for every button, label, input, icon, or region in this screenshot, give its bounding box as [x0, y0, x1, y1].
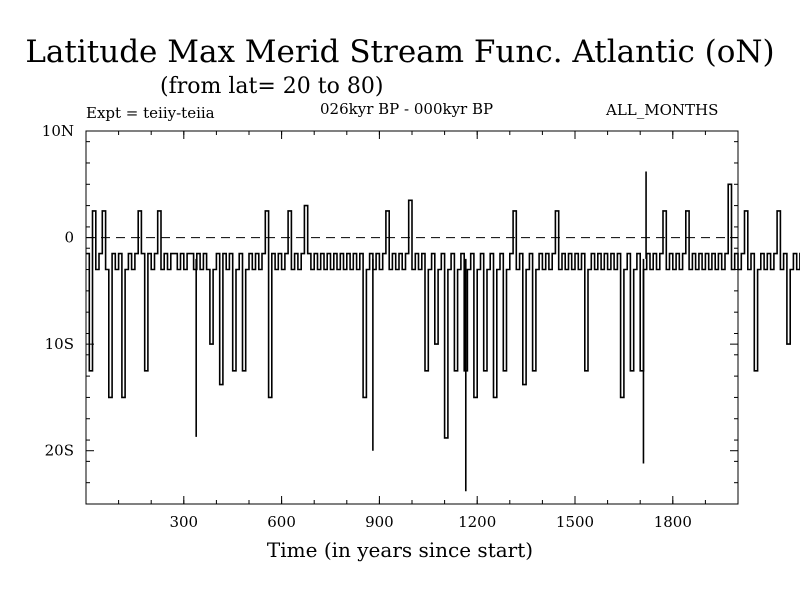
period-label: 026kyr BP - 000kyr BP	[320, 100, 494, 118]
x-tick-label: 1800	[654, 513, 692, 531]
x-tick-label: 1500	[556, 513, 594, 531]
x-tick-label: 300	[169, 513, 198, 531]
extreme-spikes	[195, 171, 647, 492]
y-tick-label: 10N	[42, 122, 74, 140]
experiment-label: Expt = teiiy-teiia	[86, 104, 215, 122]
chart-title: Latitude Max Merid Stream Func. Atlantic…	[25, 34, 775, 70]
y-tick-label: 0	[64, 229, 74, 247]
x-tick-label: 900	[365, 513, 394, 531]
x-axis-label: Time (in years since start)	[266, 538, 534, 562]
series-line	[86, 183, 800, 439]
x-axis: 300 600 900 1200 1500 1800	[118, 131, 706, 531]
season-label: ALL_MONTHS	[606, 101, 719, 119]
x-tick-label: 600	[267, 513, 296, 531]
chart-subtitle: (from lat= 20 to 80)	[160, 74, 384, 99]
y-tick-label: 10S	[45, 335, 74, 353]
y-tick-label: 20S	[45, 442, 74, 460]
x-tick-label: 1200	[458, 513, 496, 531]
